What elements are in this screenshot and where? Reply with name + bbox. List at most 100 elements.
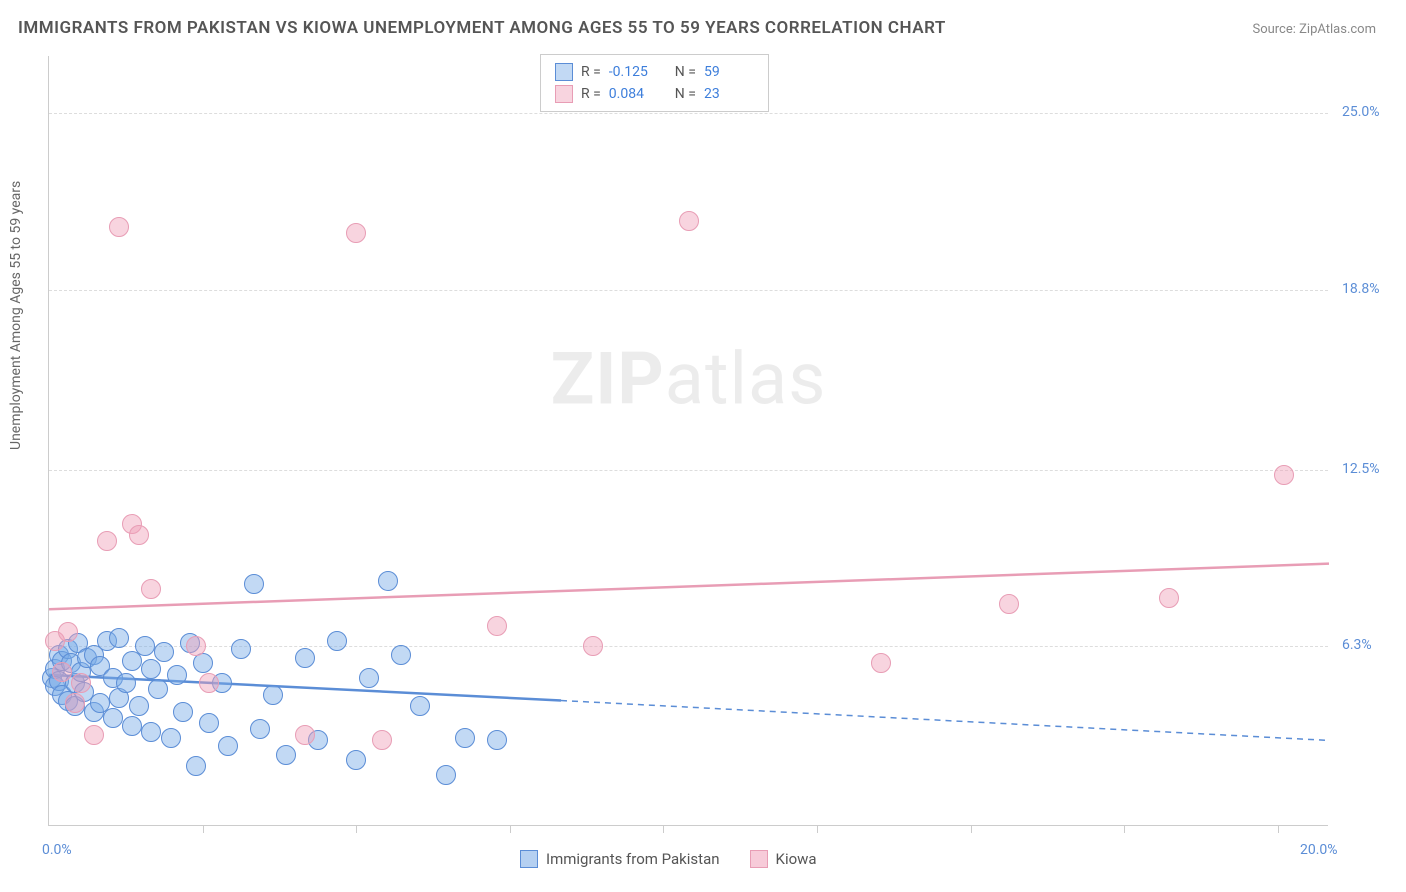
data-point bbox=[141, 722, 161, 742]
data-point bbox=[410, 696, 430, 716]
data-point bbox=[1274, 465, 1294, 485]
data-point bbox=[71, 673, 91, 693]
trend-line bbox=[49, 564, 1329, 610]
x-tick bbox=[510, 825, 511, 833]
data-point bbox=[129, 696, 149, 716]
data-point bbox=[455, 728, 475, 748]
data-point bbox=[122, 716, 142, 736]
y-tick-label: 25.0% bbox=[1342, 104, 1380, 120]
gridline bbox=[49, 113, 1328, 114]
watermark-bold: ZIP bbox=[551, 336, 665, 421]
legend-n-label: N = bbox=[675, 83, 696, 105]
data-point bbox=[378, 571, 398, 591]
legend-r-value: 0.084 bbox=[609, 83, 659, 105]
data-point bbox=[186, 636, 206, 656]
data-point bbox=[1159, 588, 1179, 608]
data-point bbox=[346, 223, 366, 243]
legend-swatch bbox=[750, 850, 768, 868]
x-tick bbox=[663, 825, 664, 833]
x-tick bbox=[203, 825, 204, 833]
data-point bbox=[199, 713, 219, 733]
plot-area: ZIPatlas bbox=[48, 56, 1328, 826]
gridline bbox=[49, 290, 1328, 291]
correlation-legend: R = -0.125 N = 59 R = 0.084 N = 23 bbox=[540, 54, 769, 112]
watermark-rest: atlas bbox=[665, 336, 827, 421]
x-tick-label: 0.0% bbox=[42, 842, 72, 858]
legend-n-value: 23 bbox=[704, 83, 754, 105]
data-point bbox=[109, 628, 129, 648]
y-tick-label: 18.8% bbox=[1342, 281, 1380, 297]
data-point bbox=[231, 639, 251, 659]
data-point bbox=[65, 693, 85, 713]
data-point bbox=[141, 659, 161, 679]
data-point bbox=[218, 736, 238, 756]
data-point bbox=[871, 653, 891, 673]
x-tick bbox=[1124, 825, 1125, 833]
x-tick-label: 20.0% bbox=[1300, 842, 1338, 858]
data-point bbox=[116, 673, 136, 693]
data-point bbox=[97, 531, 117, 551]
data-point bbox=[84, 725, 104, 745]
legend-n-value: 59 bbox=[704, 61, 754, 83]
data-point bbox=[999, 594, 1019, 614]
data-point bbox=[487, 730, 507, 750]
source-label: Source: ZipAtlas.com bbox=[1252, 22, 1376, 37]
x-tick bbox=[356, 825, 357, 833]
data-point bbox=[679, 211, 699, 231]
gridline bbox=[49, 470, 1328, 471]
data-point bbox=[263, 685, 283, 705]
chart-title: IMMIGRANTS FROM PAKISTAN VS KIOWA UNEMPL… bbox=[18, 18, 946, 38]
data-point bbox=[327, 631, 347, 651]
data-point bbox=[295, 648, 315, 668]
data-point bbox=[583, 636, 603, 656]
data-point bbox=[167, 665, 187, 685]
data-point bbox=[250, 719, 270, 739]
y-tick-label: 12.5% bbox=[1342, 461, 1380, 477]
y-axis-label: Unemployment Among Ages 55 to 59 years bbox=[8, 181, 24, 450]
legend-label: Kiowa bbox=[776, 850, 817, 868]
x-tick bbox=[817, 825, 818, 833]
trend-lines-layer bbox=[49, 56, 1329, 826]
data-point bbox=[276, 745, 296, 765]
legend-row: R = -0.125 N = 59 bbox=[555, 61, 754, 83]
data-point bbox=[141, 579, 161, 599]
data-point bbox=[161, 728, 181, 748]
watermark: ZIPatlas bbox=[551, 336, 827, 421]
legend-label: Immigrants from Pakistan bbox=[546, 850, 720, 868]
data-point bbox=[487, 616, 507, 636]
data-point bbox=[295, 725, 315, 745]
data-point bbox=[193, 653, 213, 673]
data-point bbox=[148, 679, 168, 699]
legend-r-label: R = bbox=[581, 61, 601, 83]
data-point bbox=[52, 662, 72, 682]
legend-swatch bbox=[520, 850, 538, 868]
legend-swatch bbox=[555, 85, 573, 103]
legend-item: Immigrants from Pakistan bbox=[520, 850, 720, 868]
x-tick bbox=[1278, 825, 1279, 833]
data-point bbox=[244, 574, 264, 594]
legend-item: Kiowa bbox=[750, 850, 817, 868]
data-point bbox=[109, 217, 129, 237]
legend-n-label: N = bbox=[675, 61, 696, 83]
data-point bbox=[199, 673, 219, 693]
data-point bbox=[129, 525, 149, 545]
data-point bbox=[58, 622, 78, 642]
data-point bbox=[436, 765, 456, 785]
data-point bbox=[391, 645, 411, 665]
data-point bbox=[359, 668, 379, 688]
data-point bbox=[135, 636, 155, 656]
data-point bbox=[103, 708, 123, 728]
legend-r-value: -0.125 bbox=[609, 61, 659, 83]
series-legend: Immigrants from Pakistan Kiowa bbox=[520, 850, 817, 868]
data-point bbox=[372, 730, 392, 750]
x-tick bbox=[971, 825, 972, 833]
data-point bbox=[346, 750, 366, 770]
legend-r-label: R = bbox=[581, 83, 601, 105]
trend-line-extrapolated bbox=[561, 701, 1329, 741]
data-point bbox=[154, 642, 174, 662]
data-point bbox=[186, 756, 206, 776]
legend-row: R = 0.084 N = 23 bbox=[555, 83, 754, 105]
y-tick-label: 6.3% bbox=[1342, 637, 1372, 653]
data-point bbox=[173, 702, 193, 722]
legend-swatch bbox=[555, 63, 573, 81]
